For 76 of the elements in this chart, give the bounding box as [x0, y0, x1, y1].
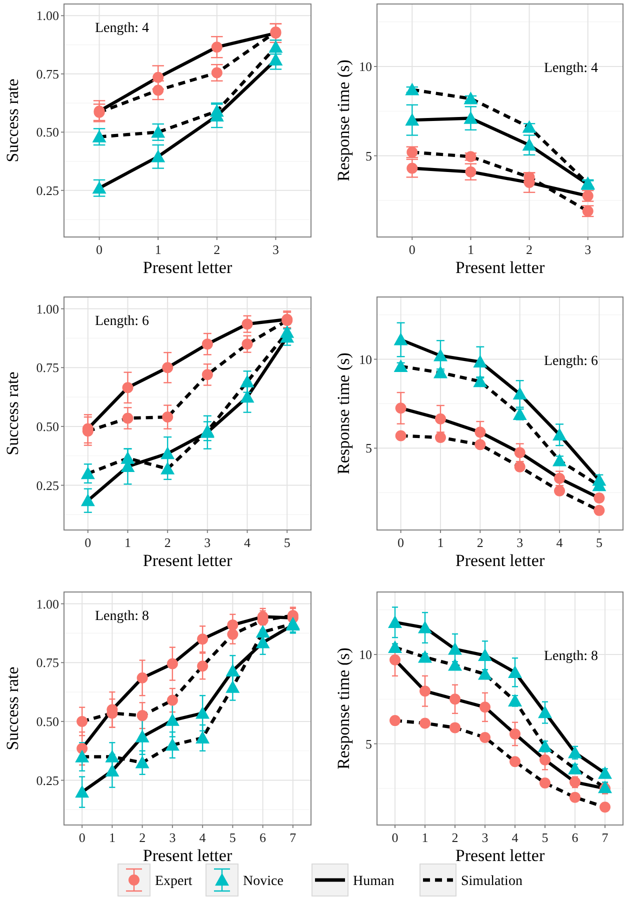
x-tick-label: 1: [422, 830, 428, 845]
x-tick-label: 0: [96, 242, 103, 257]
annotation: Length: 4: [544, 60, 598, 76]
x-tick-label: 2: [164, 535, 171, 550]
y-tick-label: 1.00: [36, 8, 59, 24]
x-tick-label: 0: [84, 535, 92, 550]
x-axis-title: Present letter: [142, 846, 232, 865]
x-tick-label: 2: [452, 830, 458, 845]
y-axis-title: Success rate: [3, 78, 22, 162]
x-tick-label: 0: [408, 242, 416, 257]
y-tick-label: 1.00: [36, 301, 59, 316]
annotation: Length: 8: [544, 648, 598, 664]
x-tick-label: 0: [78, 830, 86, 845]
y-axis-title: Response time (s): [334, 60, 353, 182]
x-tick-label: 2: [476, 535, 484, 550]
y-tick-label: 1.00: [36, 596, 59, 612]
x-tick-label: 4: [556, 535, 564, 550]
x-axis-title: Present letter: [455, 551, 545, 570]
x-axis-title: Present letter: [142, 258, 232, 277]
x-tick-label: 3: [516, 535, 524, 550]
x-axis-title: Present letter: [455, 258, 545, 277]
x-tick-label: 4: [512, 830, 519, 845]
y-axis-title: Success rate: [3, 372, 22, 456]
x-tick-label: 0: [398, 535, 404, 550]
x-tick-label: 3: [272, 242, 279, 257]
x-tick-label: 7: [602, 830, 609, 845]
x-tick-label: 5: [596, 535, 602, 550]
y-axis-title: Success rate: [3, 666, 22, 750]
legend-label: Novice: [243, 874, 284, 889]
text: Simulation: [461, 874, 522, 889]
y-axis-title: Response time (s): [334, 648, 353, 770]
y-tick-label: 0.75: [36, 655, 59, 670]
x-tick-label: 1: [154, 242, 162, 257]
y-tick-label: 10: [359, 352, 372, 367]
legend-label: Expert: [155, 874, 192, 889]
x-tick-label: 3: [204, 535, 211, 550]
y-tick-label: 0.50: [36, 124, 59, 140]
x-tick-label: 4: [199, 830, 206, 845]
y-tick-label: 5: [366, 736, 372, 752]
x-axis-title: Present letter: [142, 551, 232, 570]
x-tick-label: 5: [542, 830, 548, 845]
x-tick-label: 3: [169, 830, 176, 845]
x-tick-label: 1: [108, 830, 116, 845]
x-tick-label: 3: [482, 830, 488, 845]
x-tick-label: 2: [526, 242, 533, 257]
x-tick-label: 1: [437, 535, 444, 550]
x-axis-title: Present letter: [455, 846, 545, 865]
y-tick-label: 5: [366, 148, 372, 164]
x-tick-label: 3: [584, 242, 592, 257]
x-tick-label: 2: [139, 830, 146, 845]
x-tick-label: 4: [244, 535, 252, 550]
y-tick-label: 0.75: [36, 360, 59, 376]
annotation: Length: 4: [95, 21, 150, 36]
text: Human: [353, 874, 394, 889]
x-tick-label: 5: [284, 535, 290, 550]
x-tick-label: 1: [124, 535, 131, 550]
y-tick-label: 0.75: [36, 66, 59, 82]
x-tick-label: 2: [214, 242, 220, 257]
y-tick-label: 0.50: [36, 714, 59, 729]
y-axis-title: Response time (s): [334, 352, 353, 474]
annotation: Length: 8: [95, 609, 150, 624]
x-tick-label: 7: [290, 830, 297, 845]
annotation: Length: 6: [95, 314, 150, 329]
x-tick-label: 6: [260, 830, 267, 845]
x-tick-label: 5: [229, 830, 236, 845]
y-tick-label: 10: [359, 647, 372, 662]
y-tick-label: 0.50: [36, 418, 59, 434]
y-tick-label: 10: [359, 59, 372, 74]
x-tick-label: 6: [572, 830, 579, 845]
y-tick-label: 0.25: [36, 478, 59, 493]
y-tick-label: 0.25: [36, 182, 59, 198]
x-tick-label: 1: [467, 242, 474, 257]
y-tick-label: 0.25: [36, 772, 59, 788]
x-tick-label: 0: [392, 830, 398, 845]
annotation: Length: 6: [544, 354, 598, 369]
y-tick-label: 5: [366, 440, 372, 456]
